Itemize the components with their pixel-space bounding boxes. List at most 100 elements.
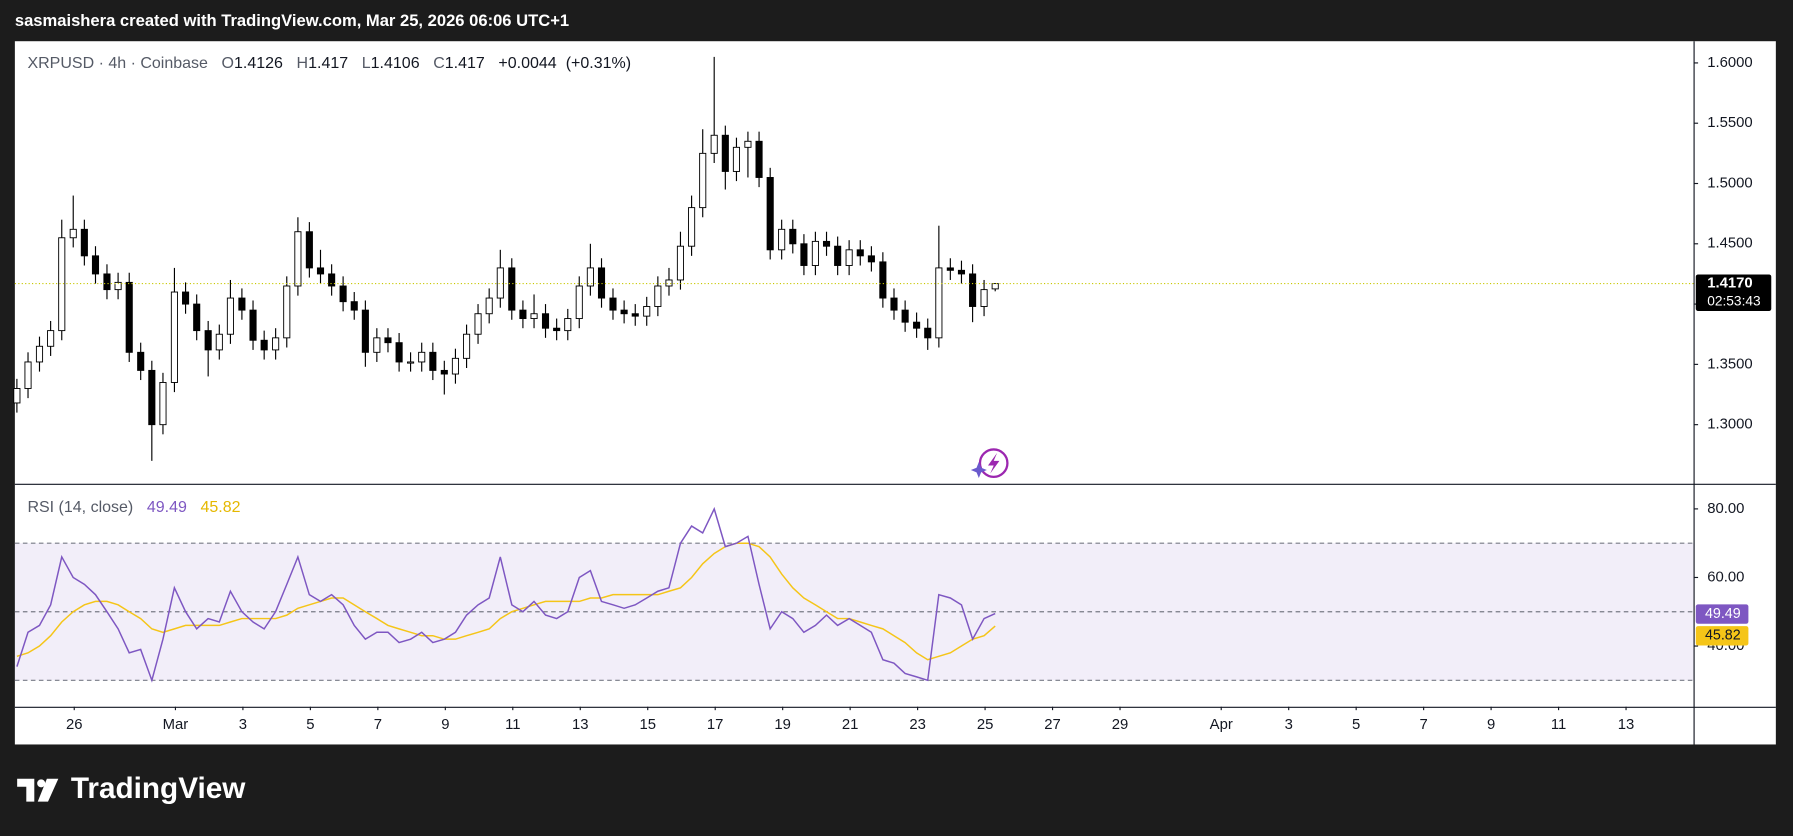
candle-body [789, 228, 797, 245]
candle [204, 320, 212, 377]
candle [811, 231, 819, 276]
x-tick-label: 7 [1420, 717, 1428, 733]
high-value: 1.417 [308, 55, 348, 72]
change-percent: (+0.31%) [566, 55, 631, 72]
x-tick-label: 13 [572, 717, 589, 733]
candle [654, 276, 662, 317]
candle-body [294, 231, 302, 287]
candle-body [924, 327, 932, 339]
rsi-ma-badge-label: 45.82 [1705, 628, 1741, 644]
candle-body [24, 361, 32, 389]
candle [170, 267, 178, 393]
candle [350, 292, 358, 320]
candle [778, 219, 786, 260]
candle-body [744, 140, 752, 148]
candle-body [721, 134, 729, 172]
candle-body [384, 337, 392, 344]
candle [159, 372, 167, 435]
candle-body [856, 249, 864, 257]
candle-body [170, 291, 178, 383]
candle-body [845, 249, 853, 266]
candle [631, 304, 639, 326]
candle [541, 304, 550, 338]
candle [260, 330, 268, 360]
candle [328, 264, 336, 296]
candle-body [991, 283, 999, 290]
logo-slash [37, 778, 59, 802]
candle-body [125, 281, 133, 353]
candle [755, 131, 763, 188]
candle-body [834, 245, 842, 266]
x-tick-label: 5 [306, 717, 314, 733]
candle-body [305, 231, 313, 269]
candle [834, 236, 842, 276]
candle [249, 300, 257, 350]
candle [553, 318, 561, 341]
y-tick-label: 1.5000 [1707, 175, 1752, 191]
candle-body [800, 243, 808, 266]
x-tick-label: 19 [774, 717, 791, 733]
candle [845, 240, 853, 276]
candle-body [238, 297, 246, 311]
candle [867, 246, 875, 272]
x-tick-label: Apr [1210, 717, 1233, 733]
low-label: L [362, 55, 371, 72]
candle-body [35, 345, 44, 363]
candle [114, 272, 122, 300]
candle [688, 195, 696, 256]
candle-body [867, 255, 875, 263]
rsi-badge-label: 49.49 [1705, 606, 1741, 622]
close-label: C [433, 55, 445, 72]
x-tick-label: 7 [374, 717, 382, 733]
candle-body [935, 267, 943, 339]
candle-body [260, 339, 268, 351]
candle-body [272, 337, 280, 351]
candle [732, 137, 741, 182]
x-tick-label: 11 [1551, 717, 1566, 733]
candle-body [463, 333, 471, 359]
candle-body [47, 330, 55, 347]
candle [575, 276, 583, 329]
candle [800, 234, 808, 276]
candle [665, 267, 673, 296]
x-tick-label: 11 [505, 717, 520, 733]
candle-body [519, 309, 527, 320]
x-tick-label: 9 [1487, 717, 1495, 733]
candle [137, 342, 145, 381]
candle [721, 125, 729, 190]
candle [699, 129, 707, 218]
candle-body [204, 330, 212, 351]
x-tick-label: 26 [66, 717, 83, 733]
candle-body [766, 177, 774, 251]
candle-body [429, 351, 437, 371]
candle [890, 288, 898, 320]
rsi-ma-badge [1695, 626, 1749, 646]
candle-body [418, 351, 426, 363]
candle [924, 318, 932, 350]
candle-body [69, 228, 77, 239]
candle [429, 342, 437, 381]
candle [564, 308, 572, 341]
open-label: O [222, 55, 234, 72]
chart-area [14, 41, 1776, 745]
candle [373, 328, 381, 362]
x-tick-label: 3 [239, 717, 247, 733]
icon-spark [970, 462, 987, 479]
candle [47, 320, 55, 356]
x-tick-label: 27 [1044, 717, 1061, 733]
x-tick-label: 15 [639, 717, 656, 733]
candle-body [440, 369, 448, 375]
candle-body [91, 255, 100, 275]
candle [238, 288, 246, 320]
icon-bolt [987, 452, 1000, 474]
lightning-icon[interactable] [970, 448, 1009, 479]
x-tick-label: 3 [1285, 717, 1293, 733]
price-badge [1695, 274, 1772, 312]
candle-body [643, 306, 651, 317]
candle [957, 260, 966, 284]
low-value: 1.4106 [371, 55, 420, 72]
candle-body [508, 267, 516, 311]
last-price-label: 1.4170 [1707, 276, 1752, 292]
candle-body [485, 297, 493, 315]
candle-body [620, 309, 628, 315]
